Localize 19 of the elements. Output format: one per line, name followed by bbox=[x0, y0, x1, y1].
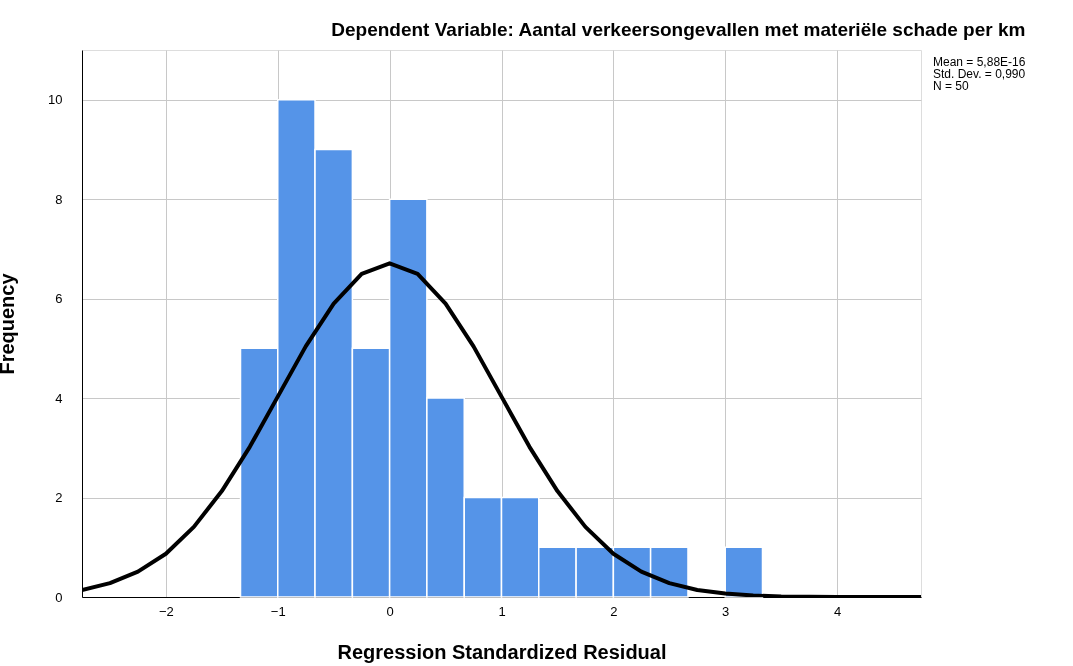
text: Std. Dev. = 0,990 bbox=[933, 67, 1026, 81]
y-tick-label: 2 bbox=[55, 490, 63, 506]
x-axis-title: Regression Standardized Residual bbox=[337, 640, 667, 663]
x-tick-label: 1 bbox=[498, 603, 506, 619]
x-tick-label: 3 bbox=[722, 603, 730, 619]
chart-title: Dependent Variable: Aantal verkeersongevallen met materiële schade per km bbox=[331, 19, 1026, 40]
text: N = 50 bbox=[933, 79, 970, 93]
y-tick-label: 6 bbox=[55, 291, 63, 307]
y-tick-label: 4 bbox=[55, 390, 63, 406]
x-tick-label: 2 bbox=[610, 603, 618, 619]
text: Mean = 5,88E-16 bbox=[933, 55, 1026, 69]
x-tick-label: 4 bbox=[833, 603, 842, 619]
y-axis-title: Frequency bbox=[0, 272, 19, 375]
y-tick-label: 8 bbox=[55, 191, 63, 207]
y-tick-label: 0 bbox=[55, 589, 63, 605]
y-tick-label: 10 bbox=[48, 92, 63, 108]
x-tick-label: −2 bbox=[158, 603, 174, 619]
x-tick-label: −1 bbox=[270, 603, 286, 619]
x-tick-label: 0 bbox=[386, 603, 394, 619]
